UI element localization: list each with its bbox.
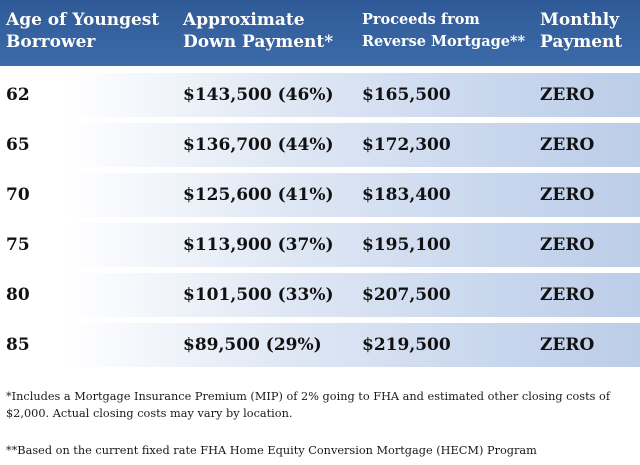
table-row: 65 $136,700 (44%) $172,300 ZERO bbox=[0, 123, 640, 167]
cell-age: 65 bbox=[6, 135, 30, 155]
footnote-mip-line2: $2,000. Actual closing costs may vary by… bbox=[6, 407, 293, 420]
footnote-mip-line1: *Includes a Mortgage Insurance Premium (… bbox=[6, 390, 611, 403]
table-body: 62 $143,500 (46%) $165,500 ZERO 65 $136,… bbox=[0, 66, 640, 367]
header-age-line2: Borrower bbox=[6, 32, 96, 52]
cell-monthly-payment: ZERO bbox=[540, 135, 595, 155]
header-age-of-youngest-borrower: Age of Youngest Borrower bbox=[6, 9, 159, 53]
table-header: Age of Youngest Borrower Approximate Dow… bbox=[0, 0, 640, 66]
cell-down-payment: $143,500 (46%) bbox=[183, 85, 334, 105]
footnotes: *Includes a Mortgage Insurance Premium (… bbox=[6, 388, 636, 459]
footnote-mip: *Includes a Mortgage Insurance Premium (… bbox=[6, 388, 636, 422]
cell-down-payment: $101,500 (33%) bbox=[183, 285, 334, 305]
cell-proceeds: $207,500 bbox=[362, 285, 451, 305]
header-monthly-payment: Monthly Payment bbox=[540, 9, 622, 53]
cell-age: 62 bbox=[6, 85, 30, 105]
cell-monthly-payment: ZERO bbox=[540, 235, 595, 255]
cell-monthly-payment: ZERO bbox=[540, 85, 595, 105]
header-age-line1: Age of Youngest bbox=[6, 10, 160, 30]
cell-down-payment: $89,500 (29%) bbox=[183, 335, 322, 355]
header-proceeds-line1: Proceeds from bbox=[362, 11, 480, 28]
cell-monthly-payment: ZERO bbox=[540, 335, 595, 355]
table-row: 70 $125,600 (41%) $183,400 ZERO bbox=[0, 173, 640, 217]
header-payment-line1: Monthly bbox=[540, 10, 620, 30]
table-row: 62 $143,500 (46%) $165,500 ZERO bbox=[0, 73, 640, 117]
cell-age: 70 bbox=[6, 185, 30, 205]
header-down-line2: Down Payment* bbox=[183, 32, 334, 52]
cell-age: 85 bbox=[6, 335, 30, 355]
header-payment-line2: Payment bbox=[540, 32, 623, 52]
table-row: 75 $113,900 (37%) $195,100 ZERO bbox=[0, 223, 640, 267]
cell-proceeds: $183,400 bbox=[362, 185, 451, 205]
table-row: 85 $89,500 (29%) $219,500 ZERO bbox=[0, 323, 640, 367]
header-proceeds-from-reverse-mortgage: Proceeds from Reverse Mortgage** bbox=[362, 9, 525, 53]
cell-proceeds: $165,500 bbox=[362, 85, 451, 105]
cell-down-payment: $125,600 (41%) bbox=[183, 185, 334, 205]
cell-monthly-payment: ZERO bbox=[540, 185, 595, 205]
cell-monthly-payment: ZERO bbox=[540, 285, 595, 305]
cell-age: 80 bbox=[6, 285, 30, 305]
cell-down-payment: $136,700 (44%) bbox=[183, 135, 334, 155]
header-down-line1: Approximate bbox=[183, 10, 305, 30]
cell-age: 75 bbox=[6, 235, 30, 255]
cell-proceeds: $219,500 bbox=[362, 335, 451, 355]
footnote-hecm: **Based on the current fixed rate FHA Ho… bbox=[6, 444, 537, 457]
cell-proceeds: $172,300 bbox=[362, 135, 451, 155]
cell-proceeds: $195,100 bbox=[362, 235, 451, 255]
header-proceeds-line2: Reverse Mortgage** bbox=[362, 33, 526, 50]
cell-down-payment: $113,900 (37%) bbox=[183, 235, 334, 255]
header-approximate-down-payment: Approximate Down Payment* bbox=[183, 9, 333, 53]
table-row: 80 $101,500 (33%) $207,500 ZERO bbox=[0, 273, 640, 317]
